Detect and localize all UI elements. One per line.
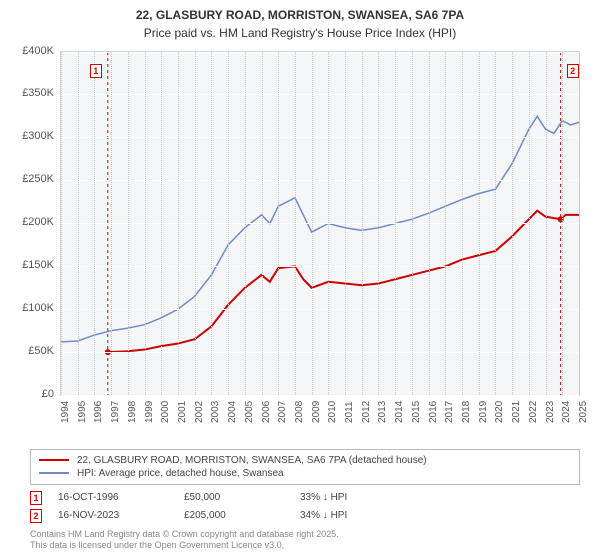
x-tick-label: 2002: [194, 400, 205, 422]
legend-label: 22, GLASBURY ROAD, MORRISTON, SWANSEA, S…: [77, 455, 427, 466]
y-tick-label: £0: [42, 388, 54, 400]
legend-item: HPI: Average price, detached house, Swan…: [39, 467, 571, 480]
y-tick-label: £400K: [22, 45, 54, 57]
x-tick-label: 2023: [545, 400, 556, 422]
x-tick-label: 2018: [461, 400, 472, 422]
x-tick-label: 2014: [394, 400, 405, 422]
y-tick-label: £350K: [22, 87, 54, 99]
chart-title: 22, GLASBURY ROAD, MORRISTON, SWANSEA, S…: [0, 0, 600, 26]
bottom-section: 22, GLASBURY ROAD, MORRISTON, SWANSEA, S…: [30, 449, 580, 552]
y-tick-label: £300K: [22, 130, 54, 142]
x-tick-label: 2003: [210, 400, 221, 422]
x-tick-label: 2021: [511, 400, 522, 422]
chart-subtitle: Price paid vs. HM Land Registry's House …: [0, 26, 600, 46]
x-tick-label: 1996: [93, 400, 104, 422]
y-tick-label: £50K: [28, 345, 54, 357]
x-tick-label: 2017: [444, 400, 455, 422]
data-row: 2 16-NOV-2023 £205,000 34% ↓ HPI: [30, 509, 580, 523]
row-hpi: 34% ↓ HPI: [300, 510, 400, 521]
y-tick-label: £200K: [22, 216, 54, 228]
x-tick-label: 2010: [327, 400, 338, 422]
x-tick-label: 2019: [478, 400, 489, 422]
x-tick-label: 2001: [177, 400, 188, 422]
x-tick-label: 2015: [411, 400, 422, 422]
legend-swatch: [39, 472, 69, 474]
x-tick-label: 2008: [294, 400, 305, 422]
y-tick-label: £150K: [22, 259, 54, 271]
copyright-line: This data is licensed under the Open Gov…: [30, 540, 580, 552]
x-tick-label: 1999: [144, 400, 155, 422]
x-tick-label: 1998: [127, 400, 138, 422]
x-tick-label: 1994: [60, 400, 71, 422]
chart-marker: 1: [90, 64, 102, 78]
data-table: 1 16-OCT-1996 £50,000 33% ↓ HPI 2 16-NOV…: [30, 491, 580, 523]
data-row: 1 16-OCT-1996 £50,000 33% ↓ HPI: [30, 491, 580, 505]
x-tick-label: 2000: [160, 400, 171, 422]
y-tick-label: £100K: [22, 302, 54, 314]
x-tick-label: 2025: [578, 400, 589, 422]
row-price: £50,000: [184, 492, 284, 503]
x-tick-label: 2004: [227, 400, 238, 422]
row-marker: 1: [30, 491, 42, 505]
chart-area: £0 £50K £100K £150K £200K £250K £300K £350K £400…: [10, 46, 590, 426]
row-price: £205,000: [184, 510, 284, 521]
plot-area: 12: [60, 51, 580, 396]
x-tick-label: 2009: [311, 400, 322, 422]
x-tick-label: 2006: [261, 400, 272, 422]
x-tick-label: 2016: [428, 400, 439, 422]
x-tick-label: 2022: [528, 400, 539, 422]
y-axis-labels: £0£50K£100K£150K£200K£250K£300K£350K£400…: [10, 51, 58, 396]
x-tick-label: 2020: [494, 400, 505, 422]
row-date: 16-OCT-1996: [58, 492, 168, 503]
chart-container: 22, GLASBURY ROAD, MORRISTON, SWANSEA, S…: [0, 0, 600, 560]
x-tick-label: 1997: [110, 400, 121, 422]
x-tick-label: 1995: [77, 400, 88, 422]
legend-swatch: [39, 459, 69, 461]
x-tick-label: 2012: [361, 400, 372, 422]
copyright-line: Contains HM Land Registry data © Crown c…: [30, 529, 580, 541]
copyright: Contains HM Land Registry data © Crown c…: [30, 529, 580, 552]
chart-marker: 2: [567, 64, 579, 78]
legend-item: 22, GLASBURY ROAD, MORRISTON, SWANSEA, S…: [39, 454, 571, 467]
x-tick-label: 2007: [277, 400, 288, 422]
legend-label: HPI: Average price, detached house, Swan…: [77, 468, 284, 479]
x-axis-labels: 1994 1995 1996 1997 1998 1999 2000 2001 2002 2003…: [60, 398, 580, 426]
x-tick-label: 2013: [377, 400, 388, 422]
x-tick-label: 2024: [561, 400, 572, 422]
row-marker: 2: [30, 509, 42, 523]
x-tick-label: 2005: [244, 400, 255, 422]
row-hpi: 33% ↓ HPI: [300, 492, 400, 503]
legend: 22, GLASBURY ROAD, MORRISTON, SWANSEA, S…: [30, 449, 580, 485]
x-tick-label: 2011: [344, 401, 355, 423]
row-date: 16-NOV-2023: [58, 510, 168, 521]
y-tick-label: £250K: [22, 173, 54, 185]
